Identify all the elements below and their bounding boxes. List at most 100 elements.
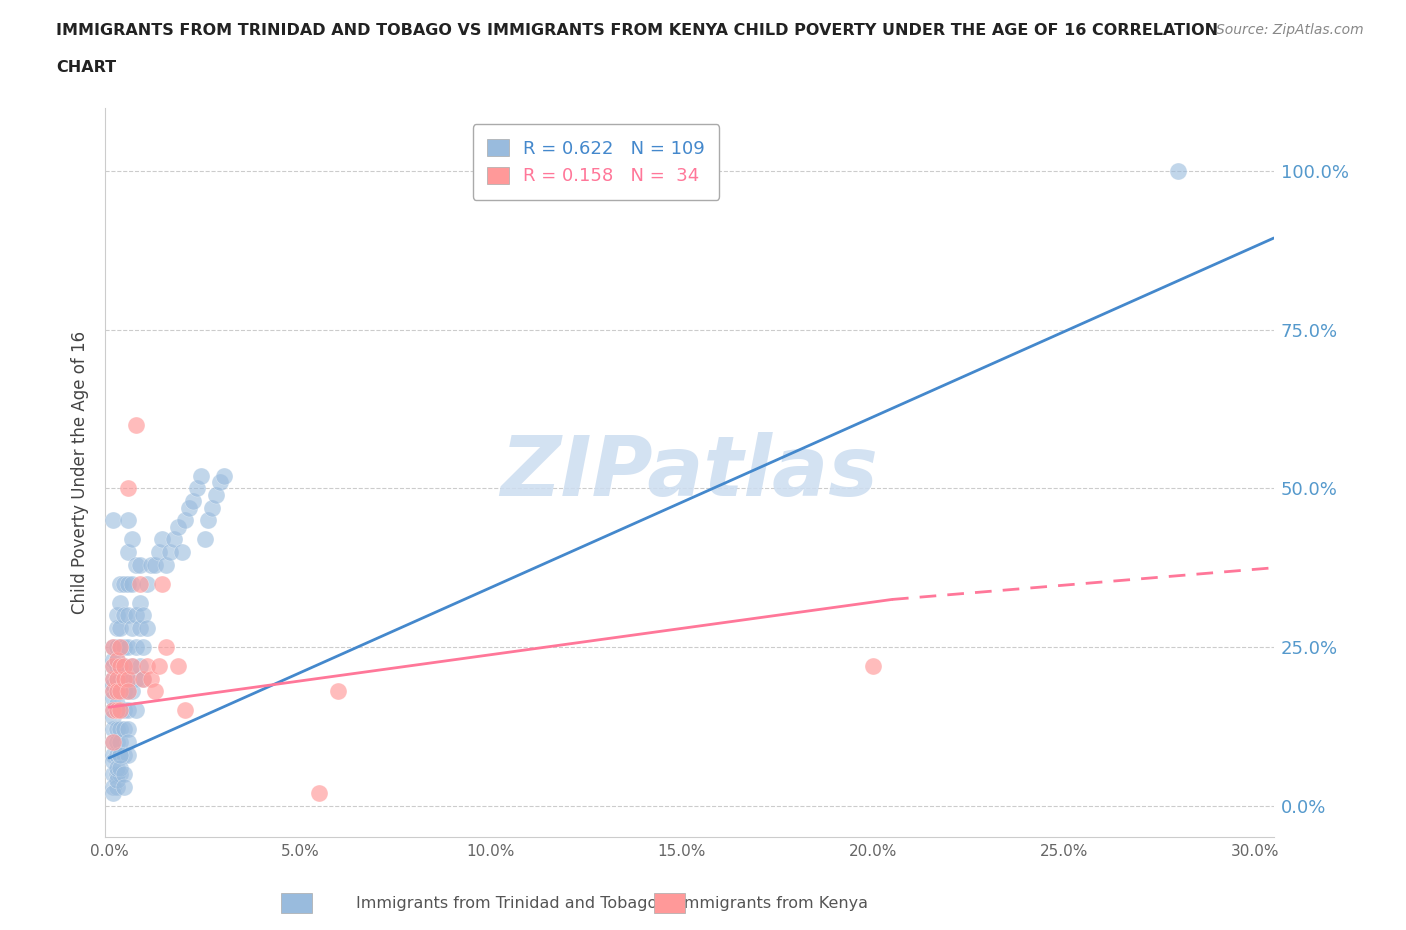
Point <box>152 532 174 547</box>
Point <box>105 652 128 667</box>
Point <box>117 481 139 496</box>
Point <box>101 722 124 737</box>
Point <box>155 557 177 572</box>
Point <box>105 748 128 763</box>
Point <box>128 557 150 572</box>
Point <box>110 658 132 673</box>
Point <box>105 760 128 775</box>
Point <box>125 640 148 655</box>
Point <box>112 684 135 698</box>
Point <box>112 640 135 655</box>
Point <box>101 786 124 801</box>
Point <box>101 678 124 693</box>
Point <box>166 658 188 673</box>
Point <box>121 684 143 698</box>
Point <box>112 671 135 686</box>
Point <box>128 577 150 591</box>
Point <box>117 748 139 763</box>
Point <box>179 500 201 515</box>
Point <box>105 779 128 794</box>
Point <box>101 640 124 655</box>
Point <box>112 779 135 794</box>
Point <box>101 753 124 768</box>
Point <box>105 620 128 635</box>
Point <box>112 608 135 623</box>
Point <box>1167 164 1189 179</box>
Point <box>148 658 170 673</box>
Point <box>110 684 132 698</box>
Point <box>308 786 330 801</box>
Point <box>110 703 132 718</box>
Point <box>101 671 124 686</box>
Point <box>121 577 143 591</box>
Point <box>101 684 124 698</box>
Point <box>110 760 132 775</box>
Point <box>132 640 155 655</box>
Text: CHART: CHART <box>56 60 117 75</box>
Point <box>112 671 135 686</box>
Legend: R = 0.622   N = 109, R = 0.158   N =  34: R = 0.622 N = 109, R = 0.158 N = 34 <box>472 125 720 200</box>
Point <box>186 481 208 496</box>
Point <box>143 684 166 698</box>
Point <box>110 748 132 763</box>
Point <box>328 684 350 698</box>
Point <box>112 658 135 673</box>
Point <box>101 671 124 686</box>
Point <box>121 620 143 635</box>
Point <box>148 544 170 559</box>
Point <box>174 512 197 527</box>
Point <box>112 748 135 763</box>
Point <box>112 766 135 781</box>
Point <box>101 735 124 750</box>
Point <box>110 640 132 655</box>
Point <box>105 671 128 686</box>
Point <box>201 500 224 515</box>
Point <box>117 684 139 698</box>
Point <box>112 703 135 718</box>
Point <box>105 722 128 737</box>
Point <box>112 577 135 591</box>
Point <box>110 766 132 781</box>
Point <box>205 487 228 502</box>
Point <box>139 557 162 572</box>
Point <box>110 620 132 635</box>
Point <box>166 519 188 534</box>
Text: Source: ZipAtlas.com: Source: ZipAtlas.com <box>1216 23 1364 37</box>
Point <box>101 658 124 673</box>
Point <box>101 512 124 527</box>
Point <box>121 658 143 673</box>
Text: Immigrants from Trinidad and Tobago: Immigrants from Trinidad and Tobago <box>356 897 657 911</box>
Point <box>101 652 124 667</box>
Point <box>117 608 139 623</box>
Point <box>110 703 132 718</box>
Point <box>105 640 128 655</box>
Point <box>110 595 132 610</box>
Point <box>105 652 128 667</box>
Text: Immigrants from Kenya: Immigrants from Kenya <box>679 897 868 911</box>
Point <box>208 474 231 489</box>
Point <box>117 671 139 686</box>
Point <box>105 773 128 788</box>
Point <box>193 532 215 547</box>
Point <box>155 640 177 655</box>
Point <box>105 658 128 673</box>
Point <box>101 710 124 724</box>
Point <box>170 544 193 559</box>
Point <box>197 512 219 527</box>
Point <box>143 557 166 572</box>
Point <box>101 684 124 698</box>
Point <box>117 684 139 698</box>
Point <box>121 532 143 547</box>
Point <box>212 469 235 484</box>
Point <box>125 418 148 432</box>
Y-axis label: Child Poverty Under the Age of 16: Child Poverty Under the Age of 16 <box>72 331 89 614</box>
Point <box>117 577 139 591</box>
Point <box>136 620 159 635</box>
Point <box>110 684 132 698</box>
Point <box>181 494 204 509</box>
Point <box>110 722 132 737</box>
Point <box>105 766 128 781</box>
Point <box>125 608 148 623</box>
Point <box>110 671 132 686</box>
Point <box>117 735 139 750</box>
